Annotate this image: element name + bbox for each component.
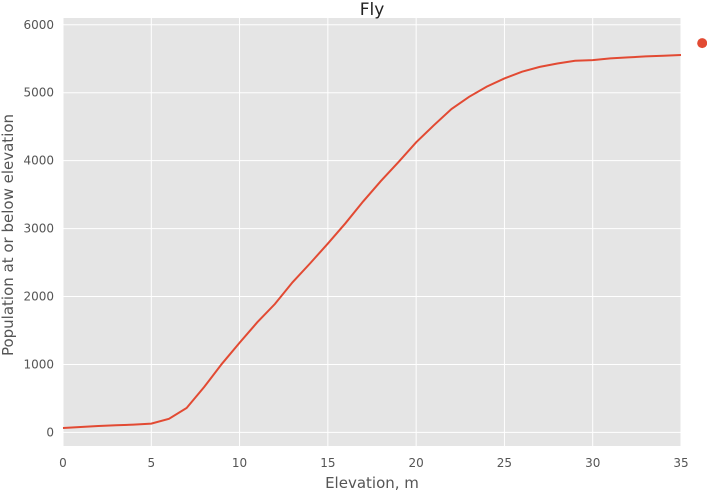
x-tick-label: 20 bbox=[409, 456, 424, 470]
plot-background bbox=[63, 18, 681, 446]
x-tick-label: 5 bbox=[147, 456, 155, 470]
extra-point bbox=[697, 38, 707, 49]
series-line bbox=[62, 54, 682, 429]
x-tick-label: 30 bbox=[585, 456, 600, 470]
x-axis-ticks: 0 5 10 15 20 25 30 35 bbox=[59, 456, 688, 470]
x-tick-label: 0 bbox=[59, 456, 67, 470]
x-tick-label: 35 bbox=[673, 456, 688, 470]
x-tick-label: 10 bbox=[232, 456, 247, 470]
y-axis-ticks: 0 1000 2000 3000 4000 5000 6000 bbox=[23, 18, 54, 440]
y-axis-label: Population at or below elevation bbox=[0, 114, 17, 356]
extra-points bbox=[697, 38, 707, 49]
y-tick-label: 6000 bbox=[23, 18, 54, 32]
y-tick-label: 1000 bbox=[23, 357, 54, 371]
x-tick-label: 25 bbox=[497, 456, 512, 470]
y-tick-label: 5000 bbox=[23, 86, 54, 100]
y-tick-label: 0 bbox=[46, 425, 54, 439]
x-axis-label: Elevation, m bbox=[325, 474, 419, 491]
chart-title: Fly bbox=[360, 0, 385, 20]
x-tick-label: 15 bbox=[320, 456, 335, 470]
y-tick-label: 2000 bbox=[23, 290, 54, 304]
y-tick-label: 3000 bbox=[23, 222, 54, 236]
y-tick-label: 4000 bbox=[23, 154, 54, 168]
grid-lines bbox=[62, 18, 682, 446]
